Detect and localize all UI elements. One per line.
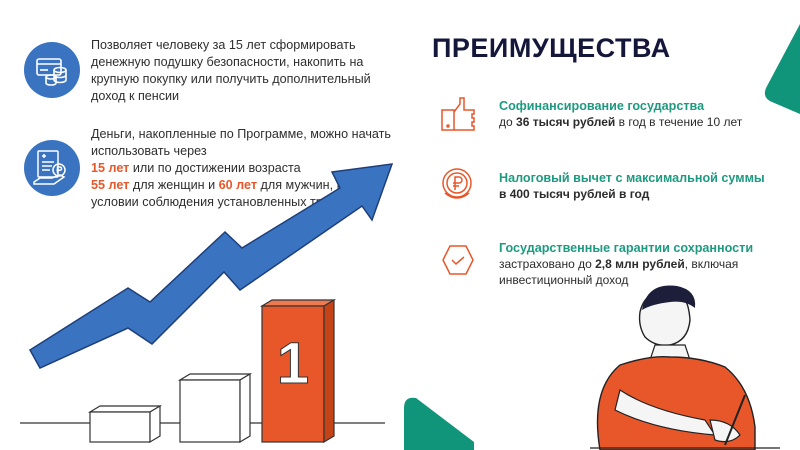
page-title: ПРЕИМУЩЕСТВА (432, 33, 671, 63)
usage-text: Деньги, накопленные по Программе, можно … (91, 127, 391, 209)
highlight-15-years: 15 лет (91, 161, 130, 175)
man-writing-illustration (590, 285, 780, 450)
hexagon-check-icon (441, 244, 475, 281)
benefit-heading: Налоговый вычет с максимальной суммы (499, 171, 765, 185)
teal-bottom-shape (404, 397, 474, 450)
small-box (87, 404, 163, 444)
cards-coins-icon (24, 42, 80, 98)
bar-label: 1 (276, 331, 310, 397)
ruble-coin-icon (440, 167, 474, 208)
medium-box (177, 372, 253, 444)
tall-orange-box (259, 298, 337, 444)
document-hand-coin-icon (24, 140, 80, 196)
growth-illustration (20, 163, 394, 444)
intro-text: Позволяет человеку за 15 лет сформироват… (91, 38, 371, 103)
benefit-heading: Софинансирование государства (499, 99, 705, 113)
benefit-cofinancing: Софинансирование государства до 36 тысяч… (499, 98, 789, 130)
highlight-55-years: 55 лет (91, 178, 130, 192)
highlight-60-years: 60 лет (218, 178, 258, 192)
benefit-heading: Государственные гарантии сохранности (499, 241, 754, 255)
growth-arrow (29, 163, 394, 369)
teal-corner-shape (764, 24, 800, 114)
benefit-tax-deduction: Налоговый вычет с максимальной суммы в 4… (499, 170, 799, 202)
thumbs-up-icon (438, 96, 478, 137)
benefit-guarantees: Государственные гарантии сохранности зас… (499, 240, 789, 288)
